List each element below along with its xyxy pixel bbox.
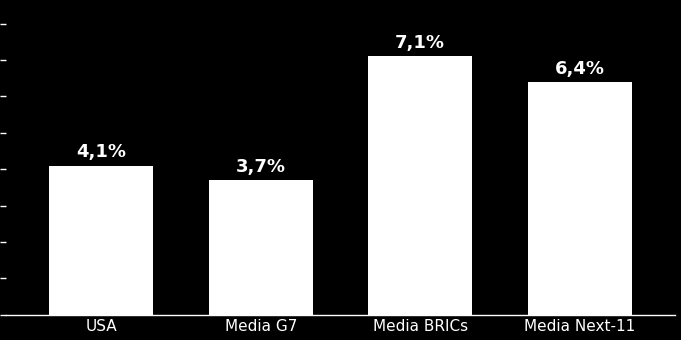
Text: 7,1%: 7,1%	[395, 34, 445, 52]
Text: 6,4%: 6,4%	[555, 59, 605, 78]
Bar	[528, 82, 631, 314]
Bar	[50, 166, 153, 314]
Text: 4,1%: 4,1%	[76, 143, 126, 161]
Bar	[209, 180, 313, 314]
Text: 3,7%: 3,7%	[236, 158, 286, 176]
Bar	[368, 56, 472, 314]
